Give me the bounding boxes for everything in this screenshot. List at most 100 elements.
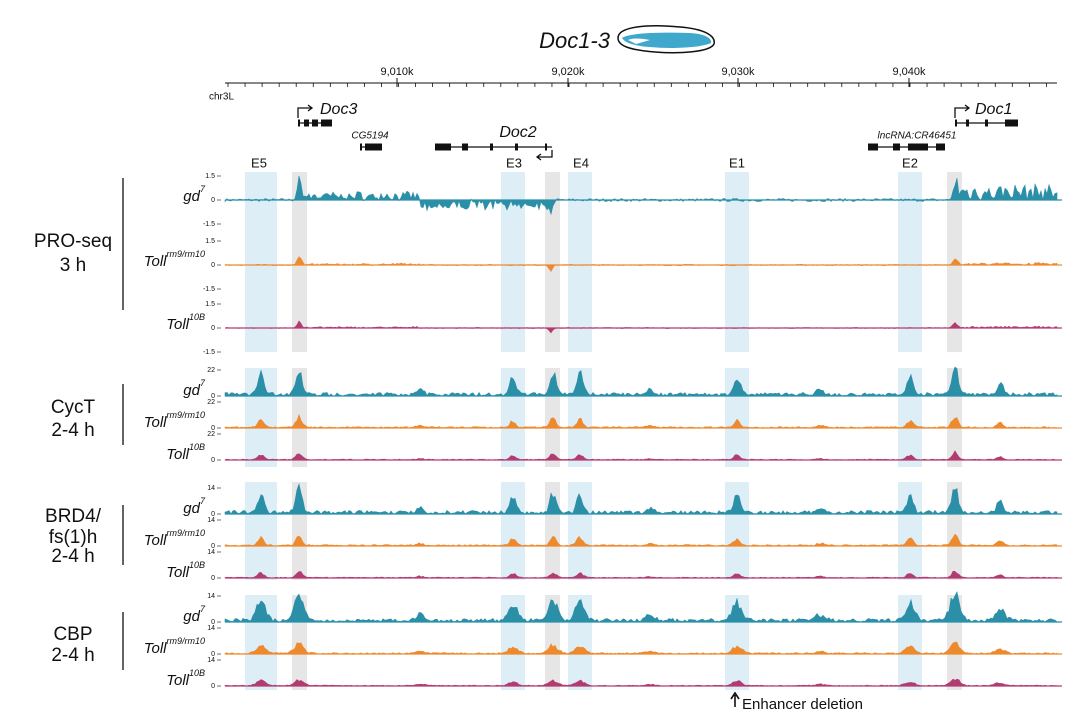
track-label: gd7	[183, 184, 206, 205]
scale-label: 0	[211, 197, 215, 204]
signal-track	[224, 256, 1058, 273]
group-label: 2-4 h	[51, 645, 94, 666]
track-name: Toll	[144, 532, 167, 549]
scale-label: 14	[207, 625, 215, 632]
track-name: gd	[183, 500, 200, 517]
track-superscript: rm9/rm10	[166, 410, 205, 420]
gene-exon	[360, 143, 362, 151]
signal-track	[224, 570, 1058, 579]
track-name: gd	[183, 382, 200, 399]
gene-exon	[908, 143, 928, 151]
signal-track	[224, 641, 1058, 655]
group-label: 2-4 h	[51, 546, 94, 567]
figure-title: Doc1-3	[539, 28, 611, 53]
promoter-highlight	[545, 172, 560, 352]
region-highlight	[501, 482, 525, 580]
gene-exon	[868, 143, 878, 151]
track-name: gd	[183, 188, 200, 205]
chromosome-label: chr3L	[209, 92, 234, 103]
signal-track	[224, 450, 1058, 461]
gene-exon	[955, 119, 957, 127]
track-label: Toll10B	[166, 442, 205, 463]
track-name: Toll	[166, 672, 189, 689]
track-superscript: 7	[200, 604, 206, 614]
track-name: Toll	[144, 414, 167, 431]
track-superscript: rm9/rm10	[166, 249, 205, 259]
scale-label: 1.5	[205, 173, 215, 180]
track-superscript: 10B	[189, 668, 205, 678]
track-superscript: 10B	[189, 560, 205, 570]
scale-label: 22	[207, 399, 215, 406]
scale-label: -1.5	[203, 286, 215, 293]
annotation-arrow	[730, 691, 740, 707]
gene-exon	[490, 143, 493, 151]
scale-label: 14	[207, 485, 215, 492]
region-highlight	[245, 172, 277, 352]
gene-exon	[936, 143, 945, 151]
scale-label: 0	[211, 393, 215, 400]
tss-arrow	[954, 104, 971, 118]
scale-label: 0	[211, 425, 215, 432]
gene-exon	[298, 119, 300, 127]
signal-track	[224, 678, 1058, 687]
gene-exon	[321, 119, 332, 127]
signal-track	[224, 413, 1058, 429]
scale-label: 1.5	[205, 238, 215, 245]
gene-label: lncRNA:CR46451	[878, 131, 957, 142]
scale-label: 14	[207, 657, 215, 664]
gene-exon	[462, 143, 468, 151]
track-name: Toll	[144, 640, 167, 657]
signal-track	[224, 175, 1058, 216]
gene-label: CG5194	[351, 131, 389, 142]
track-superscript: 7	[200, 378, 206, 388]
signal-track	[224, 366, 1058, 397]
group-label: CBP	[53, 624, 92, 645]
signal-track	[224, 320, 1058, 334]
signal-track	[224, 591, 1058, 623]
track-name: Toll	[166, 446, 189, 463]
group-label: PRO-seq	[34, 231, 112, 252]
scale-label: 22	[207, 431, 215, 438]
signal-track	[224, 533, 1058, 547]
group-label: BRD4/	[45, 506, 102, 527]
signal-track	[224, 483, 1058, 515]
region-highlight	[725, 172, 749, 352]
gene-exon	[365, 143, 382, 151]
region-label: E3	[506, 155, 522, 170]
scale-label: -1.5	[203, 221, 215, 228]
scale-label: 0	[211, 619, 215, 626]
track-label: gd7	[183, 378, 206, 399]
group-label: 3 h	[60, 255, 86, 276]
scale-label: 0	[211, 575, 215, 582]
axis-tick-label: 9,010k	[380, 66, 414, 78]
gene-exon	[893, 143, 900, 151]
region-label: E5	[251, 155, 267, 170]
track-label: gd7	[183, 496, 206, 517]
scale-label: -1.5	[203, 349, 215, 356]
annotation: Enhancer deletion	[742, 696, 863, 709]
gene-exon	[966, 119, 969, 127]
scale-label: 1.5	[205, 301, 215, 308]
axis-tick-label: 9,030k	[721, 66, 755, 78]
track-label: Toll10B	[166, 560, 205, 581]
scale-label: 0	[211, 262, 215, 269]
region-highlight	[501, 172, 525, 352]
track-label: Tollrm9/rm10	[144, 410, 205, 431]
gene-label: Doc2	[499, 124, 536, 141]
track-label: Tollrm9/rm10	[144, 528, 205, 549]
track-label: gd7	[183, 604, 206, 625]
axis-tick-label: 9,020k	[551, 66, 585, 78]
region-highlight	[568, 172, 592, 352]
embryo-icon	[617, 25, 715, 54]
group-label: 2-4 h	[51, 420, 94, 441]
gene-exon	[985, 119, 988, 127]
scale-label: 14	[207, 517, 215, 524]
gene-exon	[515, 143, 518, 151]
track-label: Tollrm9/rm10	[144, 636, 205, 657]
tss-arrow	[297, 104, 314, 118]
track-label: Tollrm9/rm10	[144, 249, 205, 270]
scale-label: 14	[207, 549, 215, 556]
region-highlight	[898, 172, 922, 352]
track-superscript: 10B	[189, 312, 205, 322]
